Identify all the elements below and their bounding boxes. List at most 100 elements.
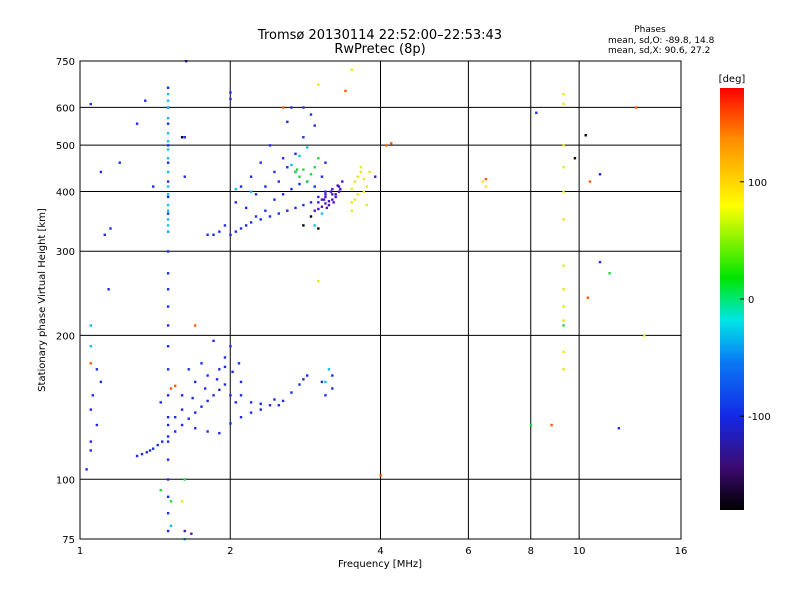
data-point [353,198,357,201]
data-point [617,427,621,430]
data-point [562,92,565,96]
data-point [166,203,170,207]
data-point [166,305,170,308]
x-tick-label: 4 [377,546,383,557]
data-point [320,205,324,208]
data-point [294,170,297,174]
data-point [91,394,95,397]
y-axis-label: Stationary phase Virtual Height [km] [37,208,48,392]
y-tick-label: 500 [56,141,75,152]
data-point [166,218,170,221]
data-point [350,187,353,191]
data-point [166,116,170,120]
data-point [166,224,170,227]
data-point [194,324,197,327]
data-point [166,122,170,125]
data-point [324,193,327,196]
y-tick-label: 200 [56,331,75,342]
data-point [337,185,341,188]
data-point [294,152,297,156]
x-tick-label: 10 [573,546,586,557]
legend-header: Phases [634,25,666,35]
data-point [332,201,335,204]
data-point [169,387,173,390]
data-point [249,175,253,178]
data-point [317,83,320,86]
data-point [187,368,190,371]
colorbar-label: [deg] [719,74,746,85]
data-point [166,185,170,188]
data-point [264,209,267,212]
data-point [317,207,320,211]
data-point [286,166,289,169]
x-tick-label: 16 [675,546,688,557]
data-point [309,173,313,176]
data-point [144,99,147,102]
data-point [359,166,363,169]
data-point [218,230,221,233]
data-point [166,157,170,160]
data-point [166,478,170,481]
data-point [562,166,565,169]
data-point [229,422,232,425]
x-axis-label: Frequency [MHz] [338,559,422,570]
data-point [194,380,197,384]
data-point [344,89,347,93]
data-point [309,113,313,116]
data-point [89,408,92,411]
data-point [302,224,305,227]
data-point [317,157,320,160]
data-point [169,500,173,503]
data-point [313,224,316,227]
data-point [180,423,184,427]
data-point [573,157,577,160]
data-point [166,415,170,419]
data-point [320,212,324,215]
data-point [277,180,281,183]
data-point [107,288,110,291]
x-tick-label: 2 [227,546,233,557]
data-point [327,368,331,371]
data-point [325,206,329,210]
data-point [562,264,565,267]
data-point [180,500,184,503]
data-point [259,218,262,221]
data-point [173,415,177,419]
data-point [231,370,234,373]
data-point [334,193,337,196]
data-point [206,233,209,236]
data-point [608,272,611,275]
data-point [89,440,92,443]
data-point [166,423,170,427]
data-point [229,233,232,236]
data-point [249,221,253,224]
data-point [234,187,238,191]
data-point [298,182,301,186]
data-point [249,190,253,193]
data-point [324,202,327,205]
data-point [166,132,170,135]
data-point [327,200,331,203]
data-point [259,161,262,164]
data-point [324,161,327,164]
data-point [234,230,238,233]
data-point [337,190,341,193]
data-point [254,193,258,196]
data-point [237,362,241,365]
data-point [200,405,203,408]
data-point [329,190,333,193]
data-point [281,193,285,196]
data-point [180,408,184,411]
x-tick-label: 8 [528,546,534,557]
data-point [159,401,162,404]
data-point [244,224,248,227]
data-point [103,233,106,236]
data-point [151,185,155,188]
y-tick-label: 75 [62,535,75,546]
y-tick-label: 100 [56,475,75,486]
data-point [223,224,227,227]
data-point [166,324,170,327]
data-point [331,193,334,196]
data-point [239,227,243,230]
data-point [290,106,293,109]
